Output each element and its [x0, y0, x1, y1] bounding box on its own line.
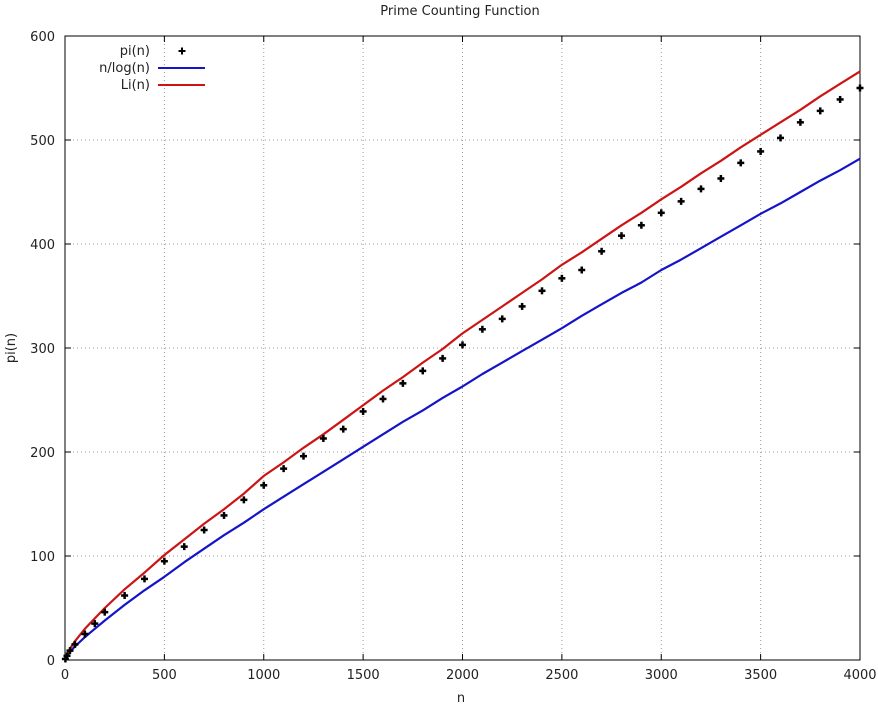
- data-point: [419, 367, 427, 375]
- x-tick-label: 4000: [843, 668, 876, 683]
- data-point: [697, 185, 705, 193]
- legend-label: n/log(n): [99, 61, 150, 76]
- y-tick-label: 600: [30, 30, 55, 45]
- data-point: [71, 640, 79, 648]
- data-point: [300, 452, 307, 460]
- data-point: [856, 84, 864, 92]
- data-point: [101, 608, 109, 616]
- series-layer: [61, 70, 864, 663]
- data-point: [439, 354, 447, 362]
- data-point: [399, 379, 407, 387]
- data-point: [757, 147, 765, 155]
- data-point: [518, 302, 526, 310]
- data-point: [121, 592, 129, 600]
- data-point: [578, 266, 586, 274]
- data-point: [836, 95, 844, 103]
- y-tick-label: 400: [30, 238, 55, 253]
- data-point: [319, 434, 327, 442]
- x-tick-label: 1500: [347, 668, 380, 683]
- data-point: [280, 465, 288, 473]
- legend: pi(n) n/log(n) Li(n): [99, 44, 205, 93]
- data-point: [81, 630, 89, 638]
- data-point: [498, 315, 506, 323]
- y-tick-label: 100: [30, 550, 55, 565]
- x-tick-label: 3000: [645, 668, 678, 683]
- y-tick-label: 300: [30, 342, 55, 357]
- data-point: [91, 620, 99, 628]
- data-point: [63, 652, 71, 660]
- data-point: [598, 247, 606, 255]
- data-point: [339, 425, 347, 433]
- x-axis-title: n: [457, 691, 465, 706]
- data-point: [260, 481, 268, 489]
- x-tick-label: 3500: [744, 668, 777, 683]
- data-point: [717, 174, 725, 182]
- data-point: [240, 496, 248, 504]
- y-tick-label: 200: [30, 446, 55, 461]
- y-tick-label: 500: [30, 134, 55, 149]
- x-tick-label: 2000: [446, 668, 479, 683]
- y-axis-title: pi(n): [4, 333, 19, 363]
- legend-label: pi(n): [120, 44, 150, 59]
- x-tick-label: 2500: [545, 668, 578, 683]
- data-point: [737, 159, 745, 167]
- x-tick-label: 500: [152, 668, 177, 683]
- chart-title: Prime Counting Function: [380, 4, 540, 19]
- data-point: [816, 107, 824, 115]
- x-tick-label: 1000: [247, 668, 280, 683]
- x-tick-label: 0: [61, 668, 69, 683]
- data-point: [359, 407, 367, 415]
- data-point: [558, 274, 566, 282]
- series-line: [64, 70, 861, 661]
- data-point: [459, 341, 466, 349]
- data-point: [657, 209, 665, 217]
- grid: [65, 36, 860, 660]
- axis-ticks: 0 500 1000 1500 2000 2500 3000 3500 4000 0 100 200 3…: [30, 30, 876, 683]
- data-point: [677, 197, 685, 205]
- data-point: [618, 232, 625, 240]
- data-point: [160, 557, 168, 565]
- legend-label: Li(n): [121, 78, 150, 93]
- data-point: [777, 134, 784, 142]
- series-line: [64, 157, 861, 658]
- data-point: [200, 526, 208, 534]
- data-point: [796, 118, 804, 126]
- data-point: [637, 221, 645, 229]
- data-point: [478, 325, 486, 333]
- data-point: [66, 647, 74, 655]
- data-point: [141, 575, 148, 583]
- y-tick-label: 0: [47, 654, 55, 669]
- data-point: [180, 543, 188, 551]
- data-point: [379, 395, 387, 403]
- data-point: [538, 287, 546, 295]
- data-point: [220, 511, 228, 519]
